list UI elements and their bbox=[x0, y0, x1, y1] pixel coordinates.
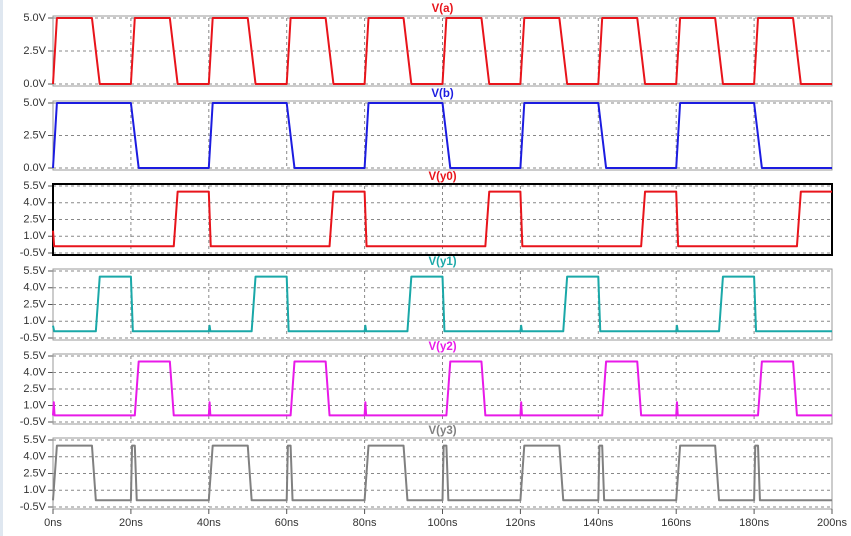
x-tick-label: 0ns bbox=[44, 517, 62, 529]
y-tick-label: 4.0V bbox=[23, 451, 46, 463]
y-tick-label: -0.5V bbox=[20, 416, 47, 428]
y-tick-label: 4.0V bbox=[23, 197, 46, 209]
y-tick-label: 5.5V bbox=[23, 180, 46, 192]
x-tick-label: 80ns bbox=[353, 517, 377, 529]
x-tick-label: 160ns bbox=[661, 517, 691, 529]
y-tick-label: 1.0V bbox=[23, 230, 46, 242]
pane-title: V(a) bbox=[432, 3, 454, 15]
y-tick-label: 0.0V bbox=[23, 78, 46, 90]
pane-frame bbox=[52, 268, 833, 341]
pane-frame bbox=[52, 353, 833, 425]
y-tick-label: -0.5V bbox=[20, 247, 47, 259]
y-tick-label: -0.5V bbox=[20, 332, 47, 344]
y-tick-label: 2.5V bbox=[23, 45, 46, 57]
y-tick-label: 5.0V bbox=[23, 97, 46, 109]
waveform bbox=[52, 444, 832, 502]
x-tick-label: 100ns bbox=[428, 517, 458, 529]
y-tick-label: 5.5V bbox=[23, 434, 46, 446]
pane-frame bbox=[52, 15, 833, 87]
y-tick-label: 2.5V bbox=[23, 383, 46, 395]
y-tick-label: 4.0V bbox=[23, 366, 46, 378]
pane-title: V(b) bbox=[431, 88, 454, 100]
pane-title: V(y3) bbox=[428, 425, 456, 437]
y-tick-label: 2.5V bbox=[23, 213, 46, 225]
x-tick-label: 140ns bbox=[583, 517, 613, 529]
waveform bbox=[52, 190, 832, 248]
pane-title: V(y0) bbox=[428, 171, 456, 183]
y-tick-label: 5.5V bbox=[23, 265, 46, 277]
pane-title: V(y1) bbox=[428, 256, 456, 268]
waveform bbox=[52, 275, 832, 333]
y-tick-label: 2.5V bbox=[23, 467, 46, 479]
x-tick-label: 180ns bbox=[739, 517, 769, 529]
y-tick-label: 5.5V bbox=[23, 350, 46, 362]
waveform bbox=[52, 360, 832, 417]
x-tick-label: 200ns bbox=[817, 517, 847, 529]
y-tick-label: 1.0V bbox=[23, 484, 46, 496]
y-tick-label: 1.0V bbox=[23, 315, 46, 327]
y-tick-label: -0.5V bbox=[20, 501, 47, 513]
y-tick-label: 0.0V bbox=[23, 162, 46, 174]
y-tick-label: 2.5V bbox=[23, 298, 46, 310]
waveform bbox=[52, 102, 832, 169]
y-tick-label: 1.0V bbox=[23, 399, 46, 411]
x-tick-label: 120ns bbox=[505, 517, 535, 529]
x-tick-label: 40ns bbox=[197, 517, 221, 529]
y-tick-label: 5.0V bbox=[23, 12, 46, 24]
pane-title: V(y2) bbox=[428, 341, 456, 353]
y-tick-label: 4.0V bbox=[23, 282, 46, 294]
pane-frame bbox=[52, 100, 833, 171]
plot-background bbox=[3, 0, 851, 536]
y-tick-label: 2.5V bbox=[23, 129, 46, 141]
x-tick-label: 20ns bbox=[119, 517, 143, 529]
x-tick-label: 60ns bbox=[275, 517, 299, 529]
waveform bbox=[52, 17, 832, 85]
pane-frame bbox=[52, 183, 833, 256]
